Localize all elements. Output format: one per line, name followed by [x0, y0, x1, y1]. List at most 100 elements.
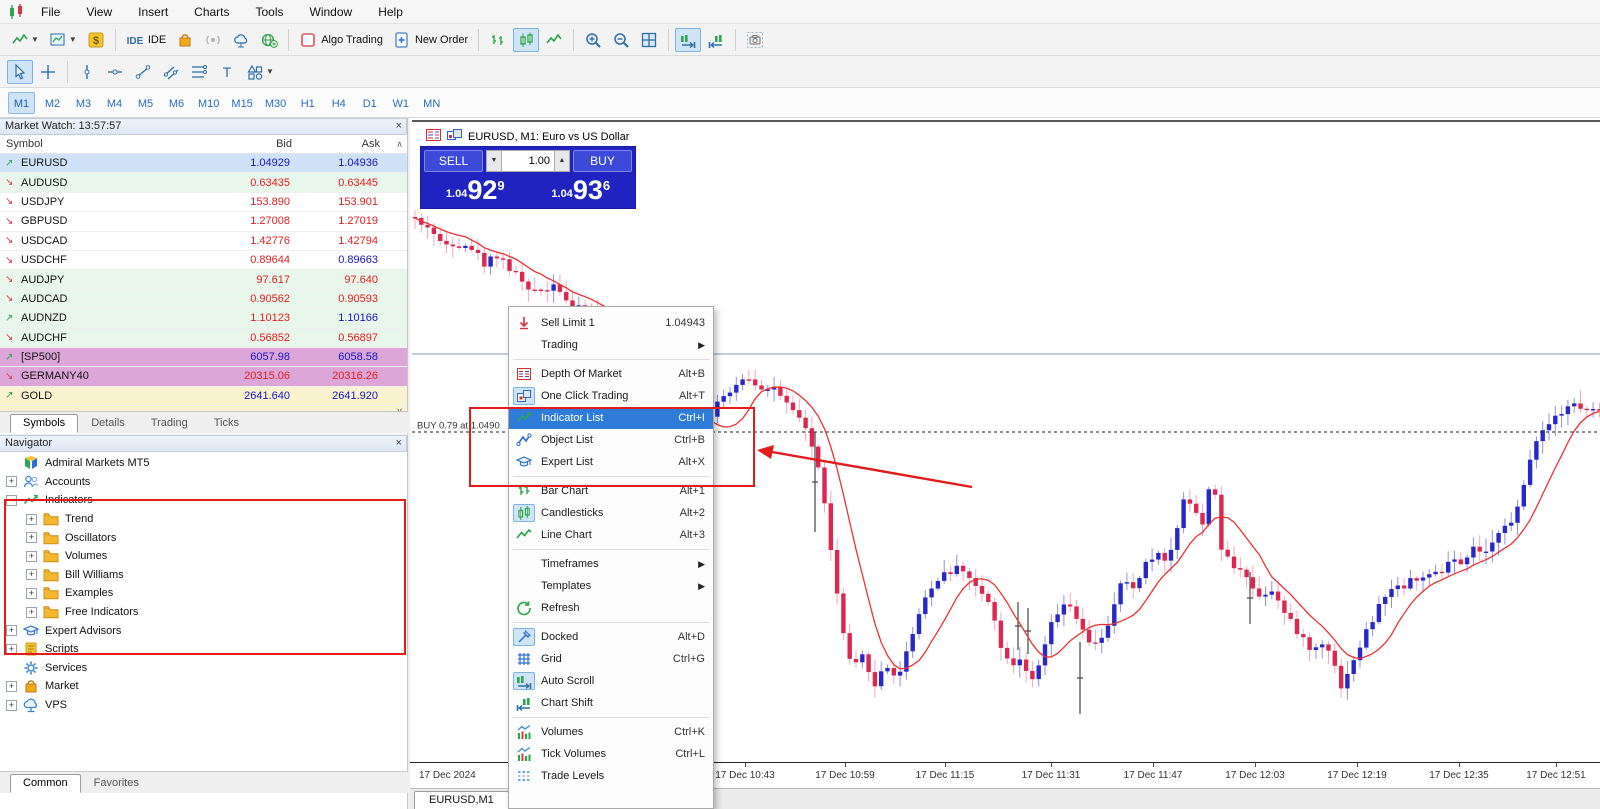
- buy-button[interactable]: BUY: [573, 150, 632, 172]
- timeframe-m6[interactable]: M6: [168, 97, 185, 110]
- column-ask[interactable]: Ask: [361, 138, 380, 150]
- context-menu-item-trade-levels[interactable]: Trade Levels: [509, 765, 713, 787]
- vertical-line-tool[interactable]: [74, 60, 100, 84]
- expand-icon[interactable]: +: [26, 606, 37, 618]
- expand-icon[interactable]: +: [26, 513, 37, 525]
- market-button[interactable]: [172, 28, 198, 52]
- context-menu-item-timeframes[interactable]: Timeframes ▶: [509, 553, 713, 575]
- cursor-tool[interactable]: [7, 59, 33, 84]
- menu-charts[interactable]: Charts: [194, 4, 230, 19]
- candlestick-button[interactable]: [513, 27, 540, 52]
- screenshot-button[interactable]: [742, 28, 768, 52]
- volume-down-button[interactable]: ▼: [486, 150, 502, 172]
- buy-price[interactable]: 1.04 93 6: [551, 175, 611, 205]
- chart-shift-button[interactable]: [703, 28, 729, 52]
- context-menu-item-tick-volumes[interactable]: Tick Volumes Ctrl+L: [509, 743, 713, 765]
- nav-item-bill-williams[interactable]: + Bill Williams: [0, 566, 407, 585]
- market-watch-row-audjpy[interactable]: ↘ AUDJPY 97.617 97.640: [0, 270, 407, 290]
- market-watch-row-sp500[interactable]: ↗ [SP500] 6057.98 6058.58: [0, 347, 407, 368]
- market-watch-row-germany40[interactable]: ↘ GERMANY40 20315.06 20316.26: [0, 367, 407, 387]
- expand-icon[interactable]: +: [6, 476, 17, 488]
- trade-button[interactable]: $: [83, 28, 109, 52]
- menu-file[interactable]: File: [41, 4, 61, 19]
- tile-windows-button[interactable]: [636, 28, 662, 52]
- line-chart-button[interactable]: [541, 28, 567, 52]
- timeframe-m10[interactable]: M10: [198, 97, 220, 110]
- expand-icon[interactable]: +: [6, 680, 17, 692]
- menu-insert[interactable]: Insert: [138, 4, 169, 19]
- nav-item-volumes[interactable]: + Volumes: [0, 547, 407, 566]
- zoom-out-button[interactable]: [608, 28, 634, 52]
- expand-icon[interactable]: +: [26, 532, 37, 544]
- tab-trading[interactable]: Trading: [150, 417, 188, 429]
- tab-symbols[interactable]: Symbols: [10, 414, 79, 433]
- context-menu-item-expert-list[interactable]: Expert List Alt+X: [509, 451, 713, 473]
- context-menu-item-bar-chart[interactable]: Bar Chart Alt+1: [509, 480, 713, 502]
- market-watch-row-gbpusd[interactable]: ↘ GBPUSD 1.27008 1.27019: [0, 212, 407, 232]
- chart-tab-eurusd-m1[interactable]: EURUSD,M1: [414, 791, 509, 809]
- context-menu-item-candlesticks[interactable]: Candlesticks Alt+2: [509, 502, 713, 524]
- metaeditor-ide-button[interactable]: IDE IDE: [122, 28, 170, 52]
- market-watch-row-gold[interactable]: ↗ GOLD 2641.640 2641.920: [0, 386, 407, 407]
- scroll-up-icon[interactable]: ∧: [396, 139, 403, 149]
- market-watch-row-usdjpy[interactable]: ↘ USDJPY 153.890 153.901: [0, 192, 407, 213]
- auto-scroll-button[interactable]: [675, 27, 702, 52]
- timeframe-m1[interactable]: M1: [8, 91, 35, 114]
- sell-button[interactable]: SELL: [424, 150, 483, 172]
- context-menu-item-object-list[interactable]: Object List Ctrl+B: [509, 429, 713, 451]
- menu-help[interactable]: Help: [378, 4, 403, 19]
- nav-item-examples[interactable]: + Examples: [0, 584, 407, 603]
- horizontal-line-tool[interactable]: [102, 60, 128, 84]
- market-watch-row-audnzd[interactable]: ↗ AUDNZD 1.10123 1.10166: [0, 309, 407, 329]
- depth-of-market-icon[interactable]: [426, 129, 441, 144]
- nav-item-oscillators[interactable]: + Oscillators: [0, 528, 407, 547]
- timeframe-m30[interactable]: M30: [264, 97, 287, 110]
- chart-type-dropdown[interactable]: ▼: [7, 28, 43, 52]
- context-menu-item-grid[interactable]: Grid Ctrl+G: [509, 648, 713, 670]
- menu-tools[interactable]: Tools: [255, 4, 284, 19]
- bar-chart-button[interactable]: [485, 28, 511, 52]
- context-menu-item-trading[interactable]: Trading ▶: [509, 334, 713, 356]
- context-menu-item-volumes[interactable]: Volumes Ctrl+K: [509, 721, 713, 743]
- market-watch-row-audcad[interactable]: ↘ AUDCAD 0.90562 0.90593: [0, 289, 407, 310]
- nav-item-admiral-markets-mt5[interactable]: Admiral Markets MT5: [0, 454, 407, 473]
- context-menu-item-line-chart[interactable]: Line Chart Alt+3: [509, 524, 713, 546]
- menu-window[interactable]: Window: [309, 4, 353, 19]
- nav-item-vps[interactable]: + VPS: [0, 696, 407, 715]
- menu-view[interactable]: View: [86, 4, 113, 19]
- nav-item-expert-advisors[interactable]: + Expert Advisors: [0, 621, 407, 640]
- timeframe-h4[interactable]: H4: [331, 97, 346, 110]
- market-watch-row-usdchf[interactable]: ↘ USDCHF 0.89644 0.89663: [0, 250, 407, 271]
- close-icon[interactable]: ×: [395, 120, 402, 132]
- expand-icon[interactable]: +: [6, 699, 17, 711]
- nav-item-market[interactable]: + Market: [0, 677, 407, 696]
- context-menu-item-one-click-trading[interactable]: One Click Trading Alt+T: [509, 385, 713, 407]
- algo-trading-button[interactable]: Algo Trading: [295, 28, 387, 52]
- tab-ticks[interactable]: Ticks: [213, 417, 239, 429]
- expand-icon[interactable]: +: [26, 550, 37, 562]
- context-menu-item-chart-shift[interactable]: Chart Shift: [509, 692, 713, 714]
- timeframe-mn[interactable]: MN: [423, 97, 441, 110]
- context-menu-item-docked[interactable]: Docked Alt+D: [509, 626, 713, 648]
- close-icon[interactable]: ×: [395, 437, 402, 449]
- text-tool[interactable]: T: [214, 60, 240, 84]
- volume-up-button[interactable]: ▲: [554, 150, 570, 172]
- nav-item-accounts[interactable]: + Accounts: [0, 473, 407, 492]
- tab-common[interactable]: Common: [10, 774, 81, 793]
- trendline-tool[interactable]: [130, 60, 156, 84]
- one-click-trading-icon[interactable]: [447, 129, 462, 144]
- channel-tool[interactable]: [158, 60, 184, 84]
- sell-price[interactable]: 1.04 92 9: [445, 175, 505, 205]
- timeframe-h1[interactable]: H1: [300, 97, 315, 110]
- timeframe-m2[interactable]: M2: [44, 97, 61, 110]
- timeframe-m5[interactable]: M5: [137, 97, 154, 110]
- crosshair-tool[interactable]: [35, 60, 61, 84]
- nav-item-free-indicators[interactable]: + Free Indicators: [0, 603, 407, 622]
- context-menu-item-auto-scroll[interactable]: Auto Scroll: [509, 670, 713, 692]
- context-menu-item-sell-limit-1[interactable]: Sell Limit 1 1.04943: [509, 312, 713, 334]
- nav-item-trend[interactable]: + Trend: [0, 510, 407, 529]
- column-bid[interactable]: Bid: [276, 138, 292, 150]
- tab-details[interactable]: Details: [91, 417, 125, 429]
- context-menu-item-refresh[interactable]: Refresh: [509, 597, 713, 619]
- vps-button[interactable]: [228, 28, 254, 52]
